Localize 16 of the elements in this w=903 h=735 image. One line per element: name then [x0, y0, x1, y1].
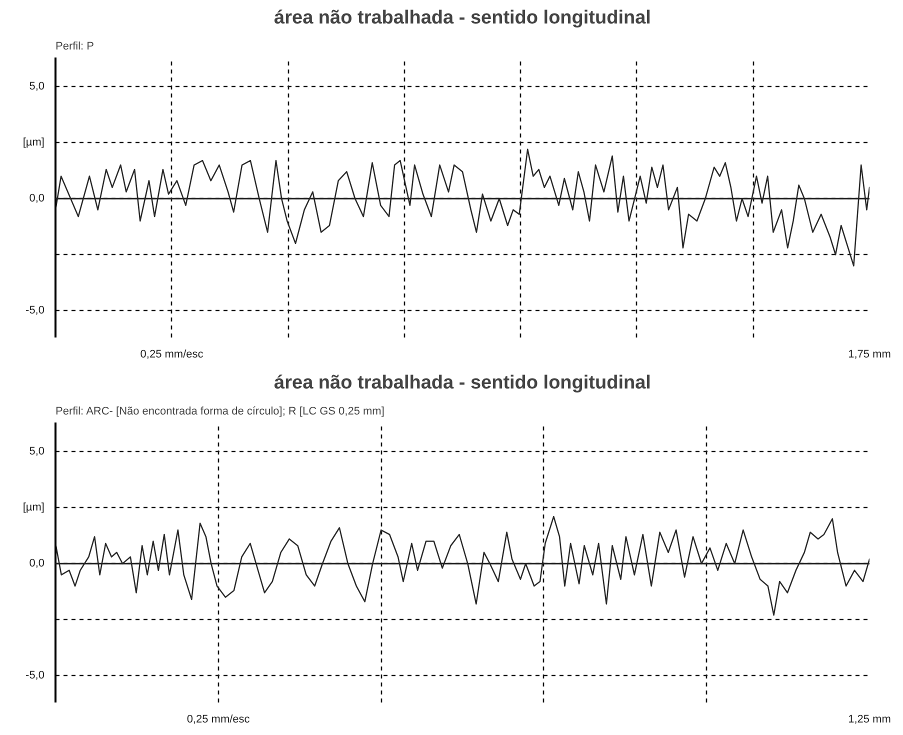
y-tick-label: 5,0 — [29, 446, 45, 458]
y-tick-label: 0,0 — [29, 192, 45, 205]
y-tick-label: [µm] — [22, 136, 45, 149]
x-tick-label: 0,25 mm/esc — [140, 348, 204, 360]
x-tick-label: 1,25 mm — [848, 714, 891, 726]
x-tick-label: 1,75 mm — [848, 348, 891, 360]
y-tick-label: [µm] — [22, 502, 45, 514]
chart-title: área não trabalhada - sentido longitudinal — [274, 8, 651, 28]
chart-title: área não trabalhada - sentido longitudinal — [274, 372, 651, 394]
chart-subtitle: Perfil: P — [56, 40, 94, 52]
y-tick-label: 0,0 — [29, 558, 45, 570]
chart-subtitle: Perfil: ARC- [Não encontrada forma de círculo]; R [LC GS 0,25 mm] — [56, 406, 384, 418]
x-tick-label: 0,25 mm/esc — [186, 714, 250, 726]
y-tick-label: 5,0 — [29, 80, 45, 93]
y-tick-label: -5,0 — [26, 304, 45, 317]
y-tick-label: -5,0 — [26, 670, 45, 682]
